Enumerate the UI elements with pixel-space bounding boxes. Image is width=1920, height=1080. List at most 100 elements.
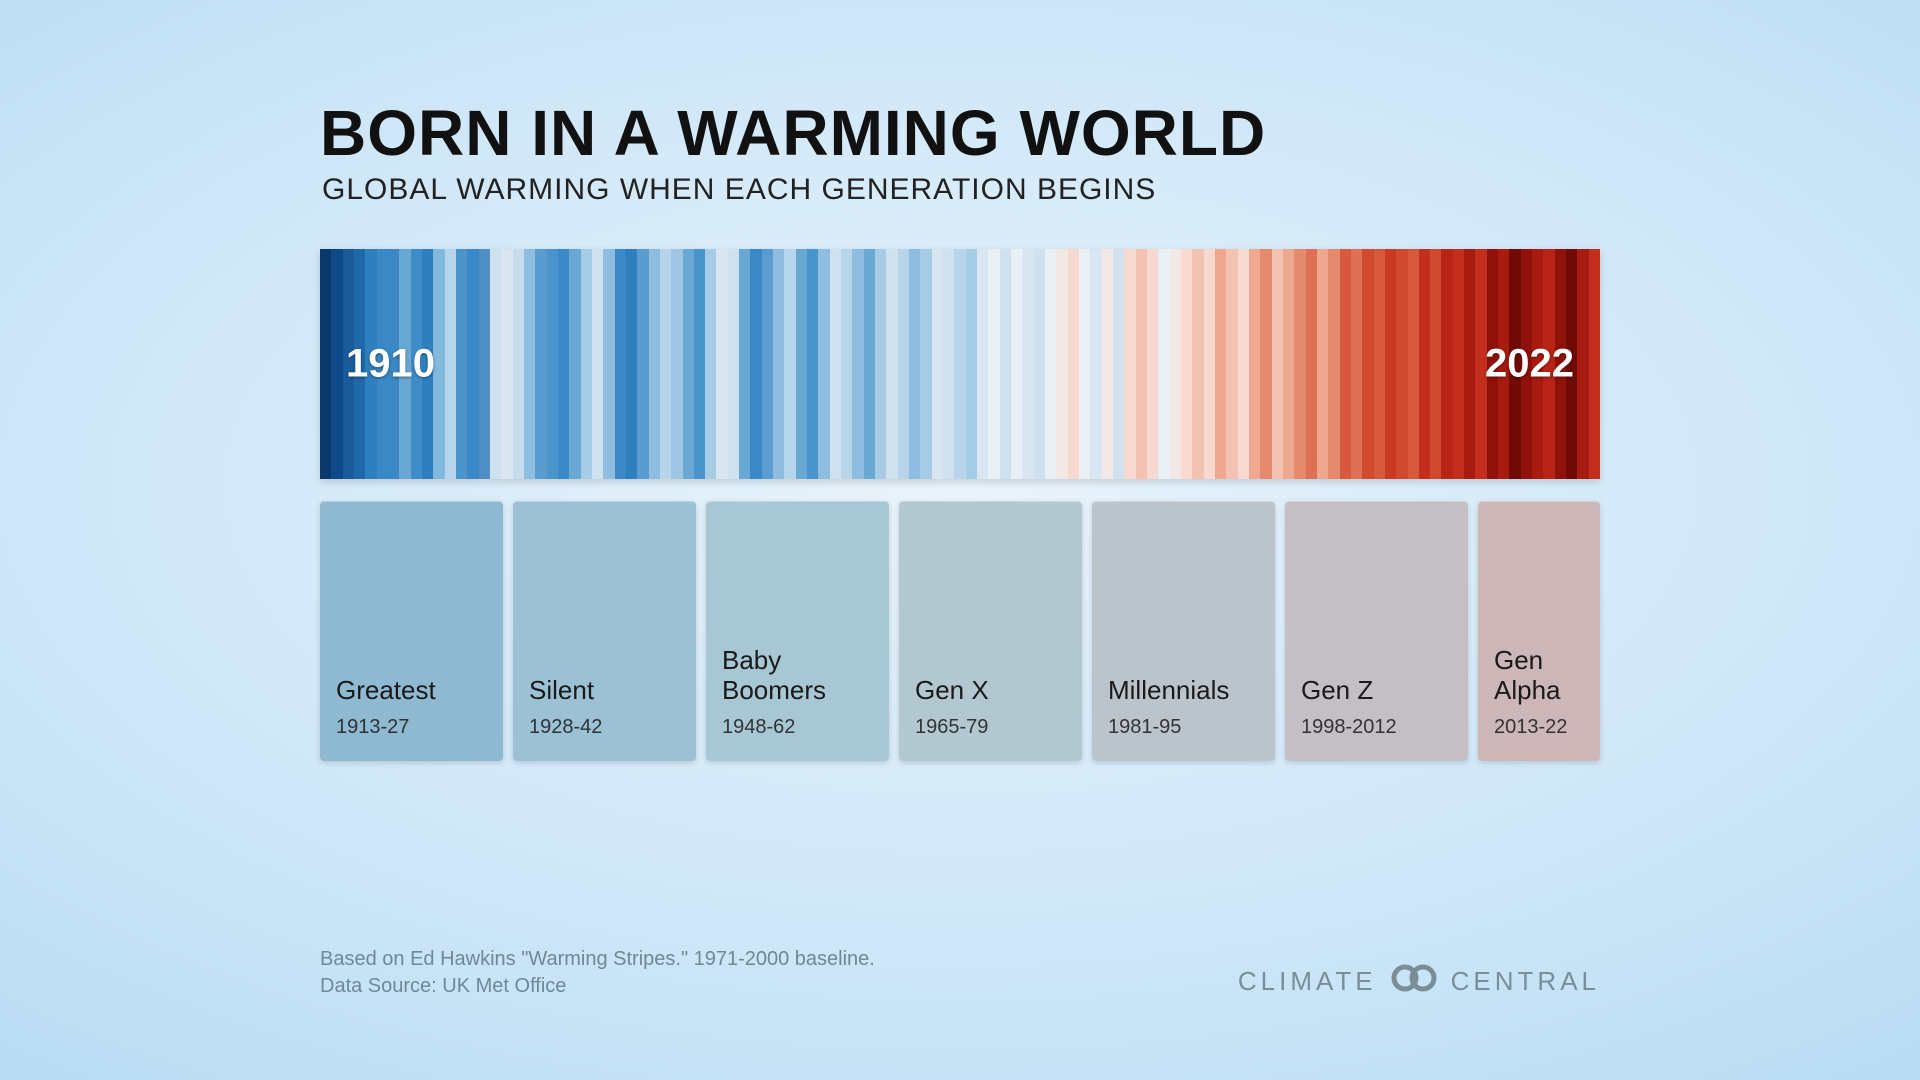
warming-stripes-chart: 1910 2022	[320, 249, 1600, 479]
stripe	[1249, 249, 1260, 479]
generation-card: Baby Boomers1948-62	[706, 501, 889, 761]
stripe	[1306, 249, 1317, 479]
stripe	[1453, 249, 1464, 479]
stripe	[1294, 249, 1305, 479]
generation-name: Greatest	[336, 676, 487, 706]
stripe	[886, 249, 897, 479]
stripe	[954, 249, 965, 479]
stripe	[705, 249, 716, 479]
stripe	[445, 249, 456, 479]
stripe	[909, 249, 920, 479]
stripe	[513, 249, 524, 479]
stripe	[1226, 249, 1237, 479]
end-year-label: 2022	[1485, 342, 1574, 387]
stripe	[932, 249, 943, 479]
stripe	[558, 249, 569, 479]
stripe	[841, 249, 852, 479]
stripe	[1374, 249, 1385, 479]
stripe	[1238, 249, 1249, 479]
climate-central-logo: CLIMATE CENTRAL	[1238, 963, 1600, 1000]
stripe	[1056, 249, 1067, 479]
stripe	[1215, 249, 1226, 479]
stripe	[1068, 249, 1079, 479]
stripe	[1283, 249, 1294, 479]
generation-name: Millennials	[1108, 676, 1259, 706]
stripe	[1090, 249, 1101, 479]
stripe	[1158, 249, 1169, 479]
stripe	[479, 249, 490, 479]
stripe	[320, 249, 331, 479]
stripe	[796, 249, 807, 479]
stripe	[1034, 249, 1045, 479]
logo-text-left: CLIMATE	[1238, 966, 1377, 997]
stripe	[490, 249, 501, 479]
generation-range: 1965-79	[915, 716, 1066, 739]
stripe	[966, 249, 977, 479]
generation-card: Gen Alpha2013-22	[1478, 501, 1600, 761]
stripe	[1260, 249, 1271, 479]
stripe	[762, 249, 773, 479]
stripe	[615, 249, 626, 479]
stripe	[1408, 249, 1419, 479]
generation-name: Gen X	[915, 676, 1066, 706]
infographic-canvas: BORN IN A WARMING WORLD GLOBAL WARMING W…	[0, 0, 1920, 1080]
stripe	[1170, 249, 1181, 479]
stripe	[716, 249, 727, 479]
logo-text-right: CENTRAL	[1451, 966, 1600, 997]
stripe	[1181, 249, 1192, 479]
stripe	[626, 249, 637, 479]
stripe	[1577, 249, 1588, 479]
stripe	[1396, 249, 1407, 479]
footnote-line-2: Data Source: UK Met Office	[320, 973, 875, 1000]
stripe	[1079, 249, 1090, 479]
stripe	[1000, 249, 1011, 479]
generation-card: Gen X 1965-79	[899, 501, 1082, 761]
stripe	[592, 249, 603, 479]
generation-card: Millennials 1981-95	[1092, 501, 1275, 761]
footnote: Based on Ed Hawkins "Warming Stripes." 1…	[320, 946, 875, 1000]
stripe	[660, 249, 671, 479]
stripe	[1441, 249, 1452, 479]
stripe	[1022, 249, 1033, 479]
stripe	[773, 249, 784, 479]
stripe	[988, 249, 999, 479]
stripe	[1124, 249, 1135, 479]
generation-name: Silent	[529, 676, 680, 706]
generation-range: 2013-22	[1494, 716, 1584, 739]
stripe	[977, 249, 988, 479]
stripe	[1136, 249, 1147, 479]
stripe	[1147, 249, 1158, 479]
footer: Based on Ed Hawkins "Warming Stripes." 1…	[320, 946, 1600, 1000]
generation-card: Greatest 1913-27	[320, 501, 503, 761]
stripe	[1113, 249, 1124, 479]
stripe	[547, 249, 558, 479]
stripe	[649, 249, 660, 479]
stripe	[807, 249, 818, 479]
generation-range: 1928-42	[529, 716, 680, 739]
stripe	[331, 249, 342, 479]
stripe	[898, 249, 909, 479]
generation-range: 1998-2012	[1301, 716, 1452, 739]
stripe	[1102, 249, 1113, 479]
stripe	[1385, 249, 1396, 479]
stripe	[1430, 249, 1441, 479]
stripe	[581, 249, 592, 479]
stripe	[750, 249, 761, 479]
stripe	[728, 249, 739, 479]
subtitle: GLOBAL WARMING WHEN EACH GENERATION BEGI…	[322, 173, 1600, 207]
stripe	[1419, 249, 1430, 479]
stripe	[467, 249, 478, 479]
stripe	[1204, 249, 1215, 479]
stripe	[1328, 249, 1339, 479]
stripe	[683, 249, 694, 479]
generation-range: 1913-27	[336, 716, 487, 739]
generation-range: 1981-95	[1108, 716, 1259, 739]
stripe	[875, 249, 886, 479]
stripes-container	[320, 249, 1600, 479]
main-title: BORN IN A WARMING WORLD	[320, 100, 1600, 167]
stripe	[1362, 249, 1373, 479]
stripe	[1464, 249, 1475, 479]
stripe	[943, 249, 954, 479]
stripe	[456, 249, 467, 479]
generation-card: Silent 1928-42	[513, 501, 696, 761]
